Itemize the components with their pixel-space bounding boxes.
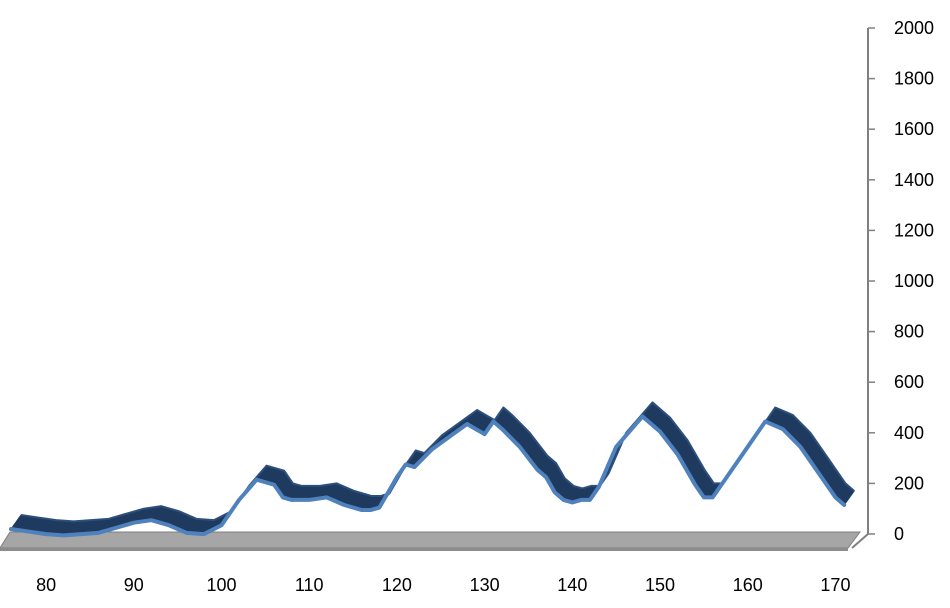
y-tick-label: 400: [894, 423, 924, 443]
x-tick-label: 130: [470, 575, 500, 595]
x-tick-label: 80: [36, 575, 56, 595]
y-axis-labels: 0 200 400 600 800 1000 1200 1400 1600 1800 2000: [894, 18, 934, 544]
y-tick-label: 1400: [894, 170, 934, 190]
x-tick-label: 110: [295, 575, 324, 595]
x-tick-label: 160: [733, 575, 763, 595]
chart-floor: [0, 531, 861, 551]
y-tick-label: 1000: [894, 271, 934, 291]
series-line: [9, 414, 847, 538]
y-tick-label: 1200: [894, 220, 934, 240]
x-tick-label: 150: [645, 575, 675, 595]
y-axis-foot: [851, 533, 869, 549]
x-tick-label: 90: [124, 575, 144, 595]
y-tick-label: 1800: [894, 69, 934, 89]
y-tick-label: 200: [894, 473, 924, 493]
y-axis: [851, 27, 875, 549]
x-tick-label: 120: [382, 575, 412, 595]
y-tick-label: 600: [894, 372, 924, 392]
ribbon-back-edge: [20, 401, 855, 523]
x-tick-label: 100: [206, 575, 236, 595]
y-tick-label: 1600: [894, 119, 934, 139]
y-tick-label: 0: [894, 524, 904, 544]
floor-top: [0, 531, 861, 549]
x-tick-label: 170: [820, 575, 850, 595]
series-ribbon: [9, 401, 855, 538]
x-axis: 80 90 100 110 120 130 140 150 160 170: [36, 575, 850, 595]
floor-edge: [0, 548, 848, 551]
y-tick-label: 2000: [894, 18, 934, 38]
y-tick-label: 800: [894, 322, 924, 342]
x-tick-label: 140: [557, 575, 587, 595]
